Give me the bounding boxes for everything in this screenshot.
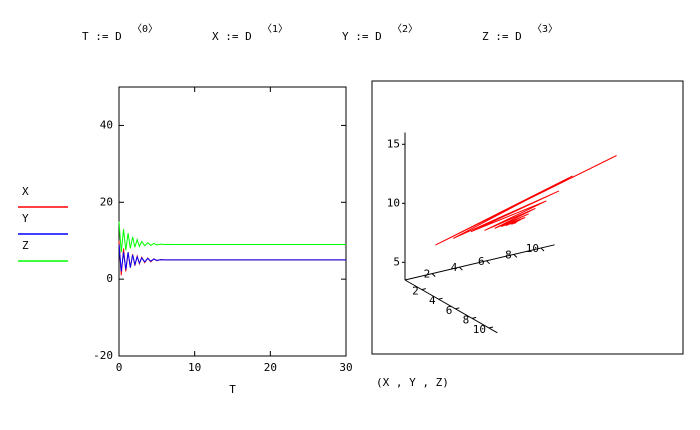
y-tick-label: 20 — [100, 195, 113, 208]
y-tick-label: 8 — [463, 313, 470, 326]
y-tick — [472, 316, 477, 319]
legend-label: Z — [22, 239, 29, 252]
x-tick — [540, 247, 545, 252]
plot3d-frame — [371, 80, 684, 355]
x-tick — [486, 260, 490, 265]
y-tick-label: 10 — [473, 323, 486, 336]
y-tick-label: 4 — [429, 294, 436, 307]
z-tick-label: 5 — [393, 255, 400, 268]
plot3d-label: (X , Y , Z) — [376, 376, 449, 389]
x-tick — [459, 266, 463, 271]
y-tick-label: 0 — [106, 272, 113, 285]
formula-text: X := D — [212, 30, 252, 43]
y-tick-label: 2 — [412, 285, 419, 298]
formula-text: Y := D — [342, 30, 382, 43]
x-tick-label: 20 — [264, 361, 277, 374]
x-tick-label: 0 — [116, 361, 123, 374]
z-tick-label: 10 — [387, 196, 400, 209]
formula-text: Z := D — [482, 30, 522, 43]
x-tick-label: 8 — [505, 248, 512, 261]
series-line — [118, 244, 346, 272]
y-tick — [455, 307, 460, 310]
x-tick-label: 10 — [188, 361, 201, 374]
trajectory-3d — [435, 155, 617, 246]
z-tick-label: 15 — [387, 137, 400, 150]
y-tick — [488, 326, 494, 329]
x-tick — [431, 273, 436, 277]
formula-superscript: 〈1〉 — [262, 23, 288, 35]
series-line — [118, 221, 346, 253]
y-tick-label: -20 — [93, 349, 113, 362]
x-tick — [513, 254, 518, 258]
y-tick-label: 6 — [446, 304, 453, 317]
y-tick — [438, 297, 443, 300]
x-tick-label: 6 — [478, 255, 485, 268]
legend-label: Y — [22, 212, 29, 225]
y-axis-3d — [404, 279, 498, 334]
formula-superscript: 〈3〉 — [532, 23, 558, 35]
x-axis-3d — [404, 244, 555, 281]
x-tick-label: 4 — [451, 261, 458, 274]
formula-text: T := D — [82, 30, 122, 43]
legend-label: X — [22, 185, 29, 198]
x-tick-label: 30 — [339, 361, 352, 374]
y-tick-label: 40 — [100, 118, 113, 131]
x-axis-label: T — [229, 383, 236, 396]
x-tick-label: 2 — [424, 268, 431, 281]
formula-superscript: 〈0〉 — [132, 23, 158, 35]
formula-superscript: 〈2〉 — [392, 23, 418, 35]
x-tick-label: 10 — [526, 242, 539, 255]
y-tick — [421, 288, 426, 291]
